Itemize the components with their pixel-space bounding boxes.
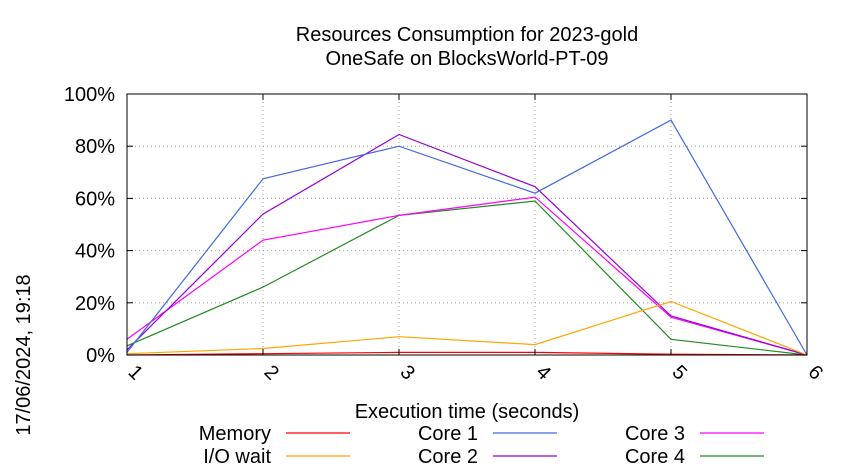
legend-label: Core 2 <box>418 446 478 468</box>
plot-frame <box>126 93 808 356</box>
timestamp-label: 17/06/2024, 19:18 <box>13 274 35 435</box>
series-line-core-4 <box>126 200 808 356</box>
series-layer <box>126 119 808 356</box>
chart-subtitle: OneSafe on BlocksWorld-PT-09 <box>325 48 608 70</box>
y-tick-label: 0% <box>86 345 115 367</box>
x-tick-label: 4 <box>532 361 555 384</box>
legend-label: Core 3 <box>625 423 685 445</box>
legend-label: I/O wait <box>203 446 271 468</box>
grid-layer <box>127 94 807 355</box>
series-line-core-1 <box>126 119 808 356</box>
y-tick-label: 40% <box>75 241 115 263</box>
y-tick-label: 80% <box>75 136 115 158</box>
chart-title: Resources Consumption for 2023-gold <box>296 24 638 46</box>
series-line-core-3 <box>126 196 808 356</box>
legend-label: Memory <box>199 423 271 445</box>
x-tick-label: 5 <box>668 361 691 384</box>
y-tick-label: 20% <box>75 293 115 315</box>
legend-label: Core 1 <box>418 423 478 445</box>
legend-label: Core 4 <box>625 446 685 468</box>
series-line-i-o-wait <box>126 300 808 356</box>
x-axis-label: Execution time (seconds) <box>355 401 580 423</box>
x-tick-label: 1 <box>124 361 147 384</box>
y-tick-label: 100% <box>64 84 115 106</box>
series-line-core-2 <box>126 133 808 356</box>
series-line-memory <box>126 351 808 356</box>
x-tick-label: 3 <box>396 361 419 384</box>
x-tick-label: 2 <box>260 361 283 384</box>
x-tick-label: 6 <box>804 361 827 384</box>
y-tick-label: 60% <box>75 188 115 210</box>
